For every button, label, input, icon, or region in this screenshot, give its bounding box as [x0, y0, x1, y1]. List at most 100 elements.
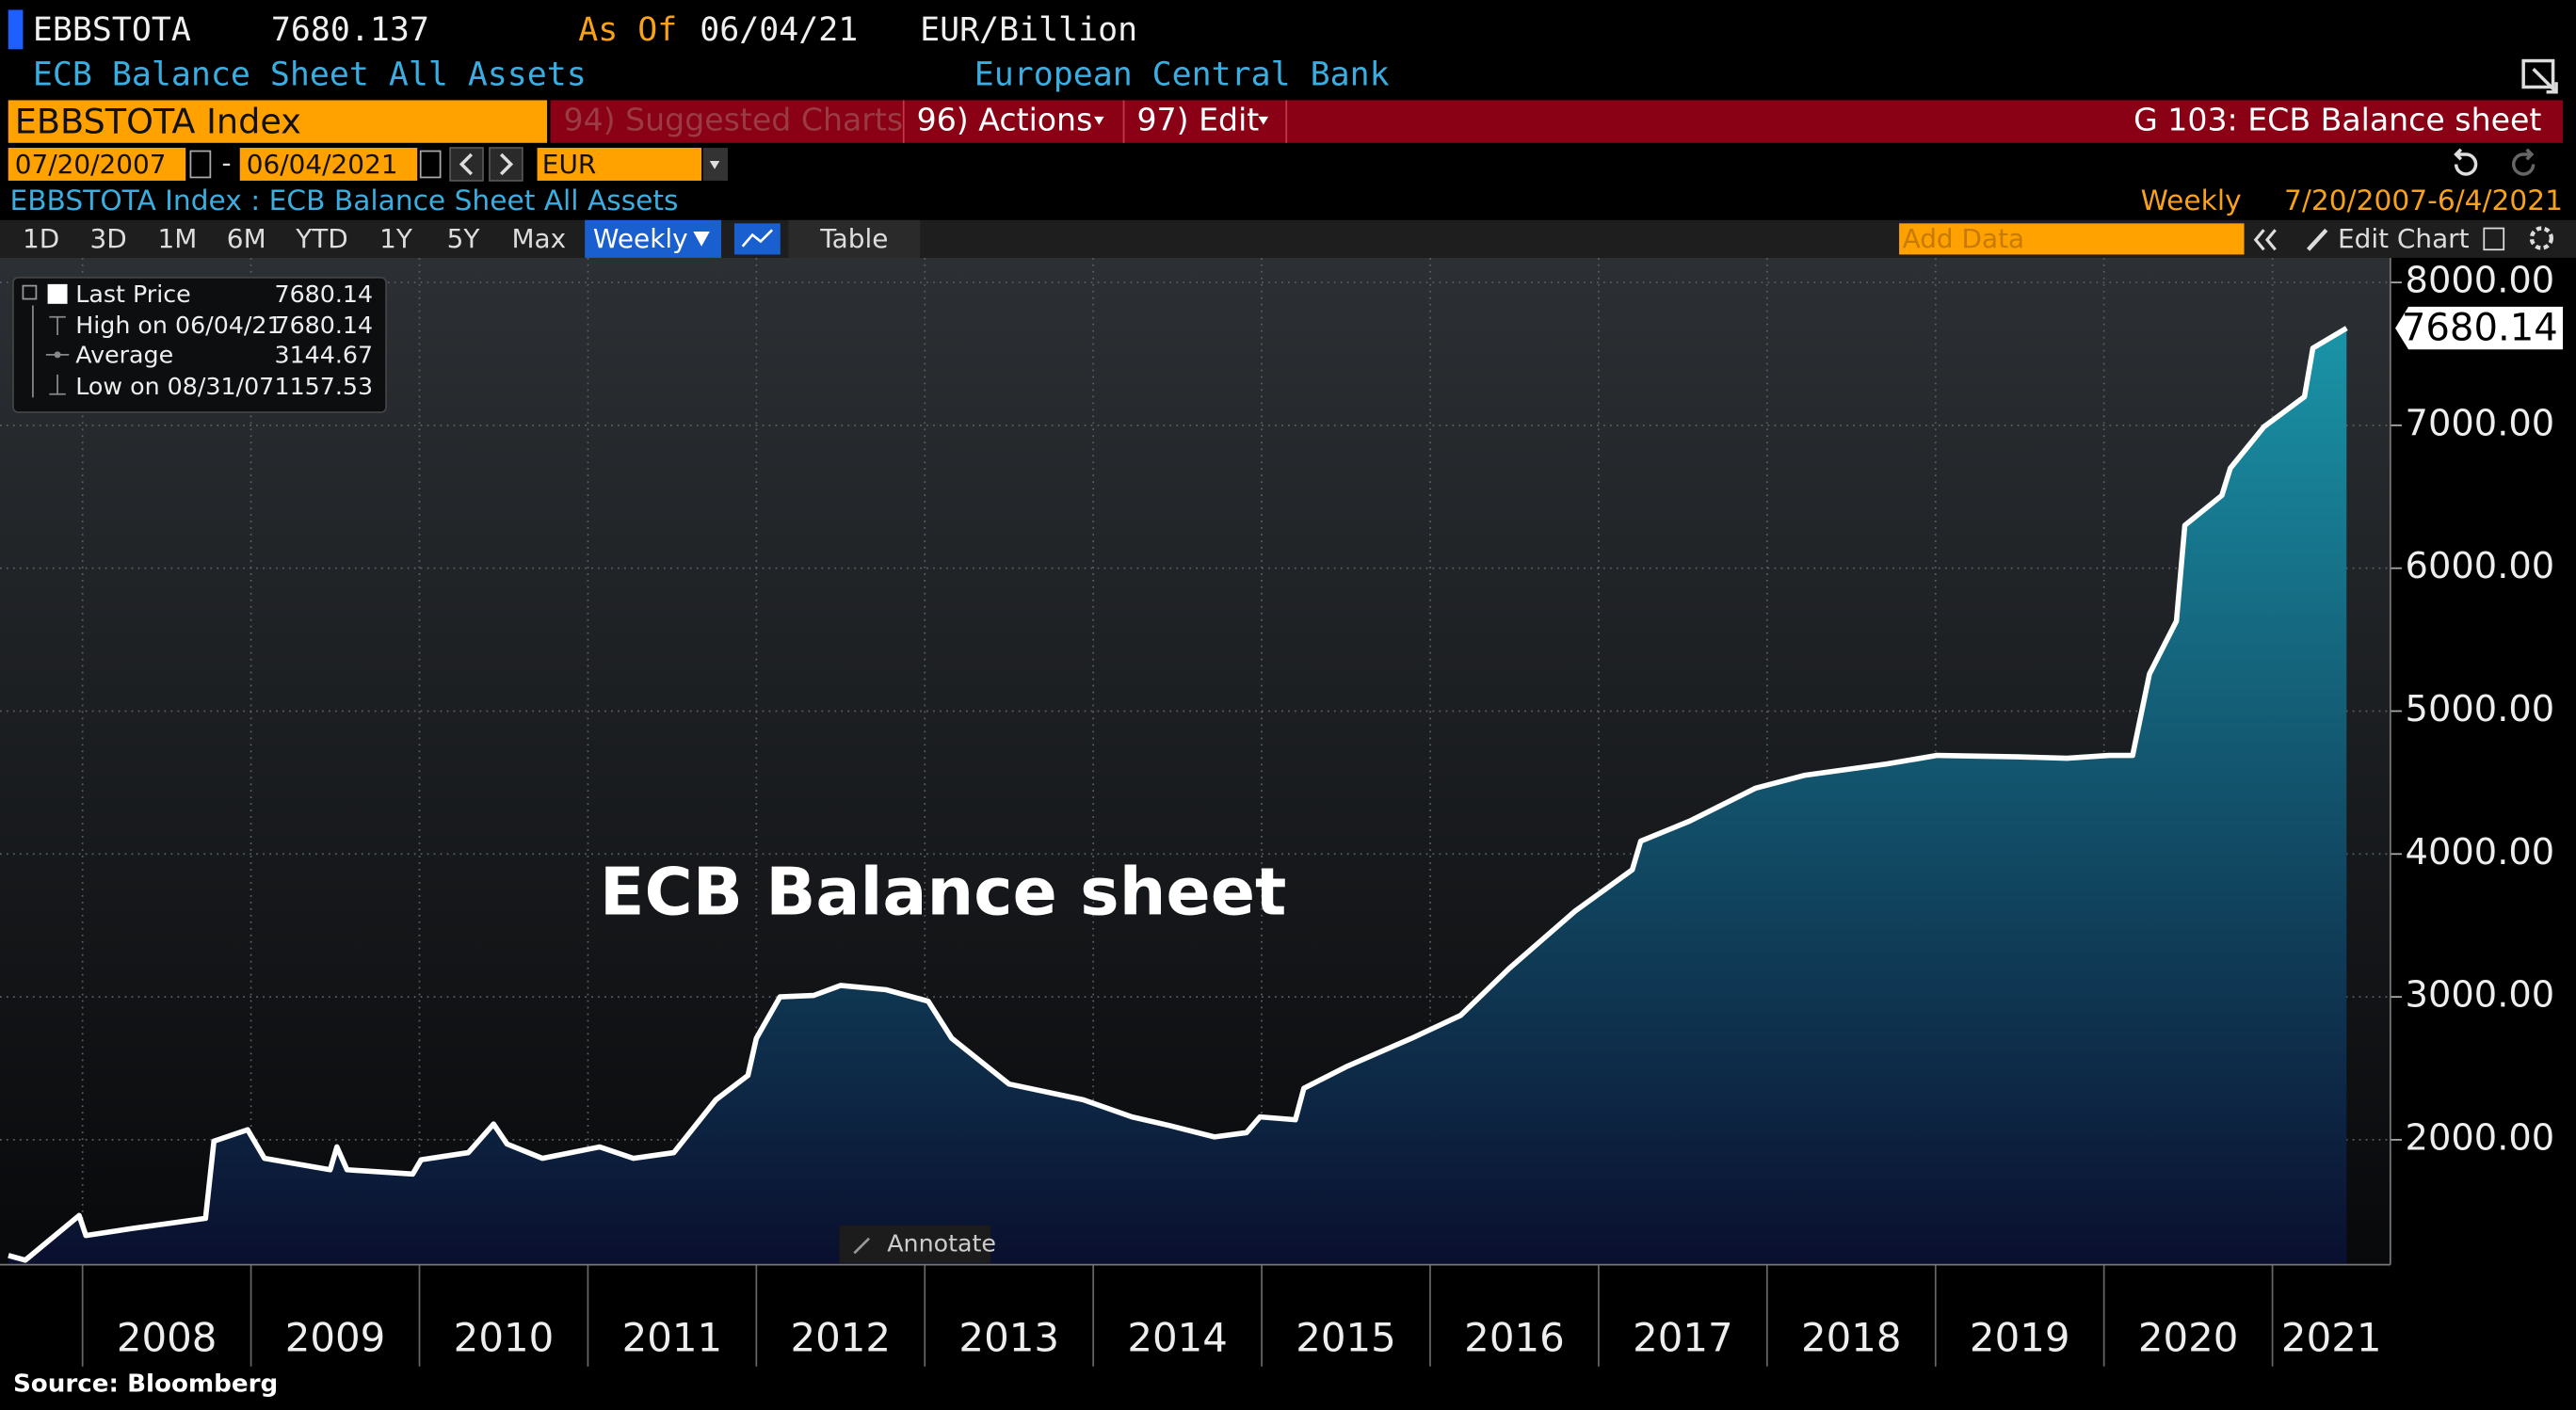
- start-date-field[interactable]: [8, 148, 186, 181]
- redo-icon[interactable]: [2511, 148, 2536, 176]
- legend-label: High on 06/04/21: [75, 312, 282, 339]
- security-marker: [8, 9, 24, 50]
- add-data-placeholder: Add Data: [1903, 223, 2025, 254]
- x-tick-label: 2019: [1970, 1314, 2070, 1360]
- chart-frequency: Weekly: [2141, 184, 2242, 216]
- collapse-icon[interactable]: [2253, 229, 2277, 251]
- date-separator: -: [222, 147, 232, 178]
- start-date: 07/20/2007: [15, 149, 167, 180]
- menu-edit[interactable]: 97) Edit: [1136, 102, 1259, 138]
- frequency-button-text: Weekly: [593, 223, 688, 254]
- units: EUR/Billion: [920, 11, 1137, 49]
- x-tick-label: 2013: [958, 1314, 1059, 1360]
- last-value-tag: [2395, 306, 2564, 350]
- prev-button[interactable]: [449, 147, 484, 182]
- settings-icon[interactable]: [2529, 226, 2554, 250]
- legend-box: [12, 277, 387, 413]
- period-button[interactable]: 6M: [227, 223, 266, 254]
- y-tick-label: 6000.00: [2406, 545, 2555, 587]
- as-of-label: As Of: [578, 11, 677, 49]
- export-icon[interactable]: [2483, 227, 2505, 251]
- calendar-icon[interactable]: [189, 150, 212, 179]
- currency: EUR: [542, 149, 596, 180]
- legend-value: 3144.67: [274, 342, 373, 369]
- prev-icon: [459, 152, 474, 176]
- legend-label: Average: [75, 342, 173, 369]
- chart-icon: [741, 229, 774, 248]
- chart-header-title: EBBSTOTA Index : ECB Balance Sheet All A…: [9, 184, 678, 216]
- last-value-label: 7680.14: [2402, 306, 2558, 349]
- as-of-date: 06/04/21: [700, 11, 858, 49]
- x-tick-label: 2020: [2138, 1314, 2239, 1360]
- period-button[interactable]: 3D: [90, 223, 127, 254]
- legend-icon: [49, 374, 66, 395]
- security-field[interactable]: [8, 100, 548, 143]
- calendar-icon[interactable]: [419, 150, 442, 179]
- period-button[interactable]: 1D: [23, 223, 59, 254]
- annotate-icon: [853, 1237, 870, 1255]
- x-tick-label: 2011: [622, 1314, 723, 1360]
- x-tick-label: 2018: [1801, 1314, 1902, 1360]
- x-tick-label: 2012: [791, 1314, 892, 1360]
- chart-range: 7/20/2007-6/4/2021: [2284, 184, 2563, 216]
- command-bar: [550, 100, 2564, 143]
- add-data-field[interactable]: [1899, 223, 2245, 255]
- legend-value: 1157.53: [274, 373, 373, 400]
- area-fill: [8, 328, 2347, 1265]
- period-button[interactable]: 1M: [158, 223, 198, 254]
- table-button[interactable]: [788, 219, 921, 258]
- period-button[interactable]: Max: [511, 223, 566, 254]
- source-note: Source: Bloomberg: [13, 1370, 278, 1398]
- period-button[interactable]: YTD: [295, 223, 348, 254]
- y-tick-label: 4000.00: [2406, 831, 2555, 873]
- security-field-text: EBBSTOTA Index: [15, 101, 301, 141]
- y-tick-label: 3000.00: [2406, 974, 2555, 1017]
- y-tick-label: 2000.00: [2406, 1116, 2555, 1159]
- page-name: G 103: ECB Balance sheet: [2133, 102, 2541, 138]
- source-name: European Central Bank: [974, 56, 1390, 93]
- ticker: EBBSTOTA: [33, 11, 191, 49]
- legend-swatch: [47, 283, 68, 304]
- price-line: [8, 326, 2348, 1263]
- period-button[interactable]: 1Y: [379, 223, 413, 254]
- y-tick-label: 5000.00: [2406, 688, 2555, 730]
- period-button[interactable]: 5Y: [447, 223, 481, 254]
- menu-suggested-charts[interactable]: 94) Suggested Charts: [564, 102, 904, 138]
- menu-actions[interactable]: 96) Actions: [917, 102, 1093, 138]
- dropdown-arrow: [1258, 116, 1269, 125]
- dropdown-arrow: [693, 232, 710, 247]
- table-button-text: Table: [819, 223, 888, 254]
- undo-icon[interactable]: [2454, 148, 2478, 176]
- y-tick-label: 7000.00: [2406, 402, 2555, 444]
- annotate-button-text: Annotate: [887, 1230, 996, 1258]
- next-icon: [499, 152, 514, 176]
- last-value: 7680.137: [271, 11, 429, 49]
- x-tick-label: 2009: [285, 1314, 386, 1360]
- end-date-field[interactable]: [239, 148, 418, 181]
- dropdown-arrow: [709, 161, 720, 169]
- x-tick-label: 2021: [2281, 1314, 2382, 1360]
- legend: Last Price 7680.14 High on 06/04/21 7680…: [12, 277, 387, 413]
- edit-icon: [2306, 228, 2328, 251]
- x-tick-label: 2010: [454, 1314, 555, 1360]
- next-button[interactable]: [489, 147, 523, 182]
- y-tick-label: 8000.00: [2406, 260, 2555, 302]
- x-tick-label: 2008: [117, 1314, 217, 1360]
- legend-value: 7680.14: [274, 312, 373, 339]
- x-tick-label: 2014: [1127, 1314, 1228, 1360]
- currency-field[interactable]: [537, 148, 702, 181]
- legend-icon: [32, 305, 66, 398]
- description: ECB Balance Sheet All Assets: [33, 56, 587, 93]
- x-tick-label: 2016: [1464, 1314, 1565, 1360]
- legend-toggle[interactable]: [22, 284, 38, 300]
- x-tick-label: 2015: [1296, 1314, 1396, 1360]
- edit-chart[interactable]: Edit Chart: [2338, 223, 2470, 254]
- dropdown-arrow: [1094, 116, 1104, 125]
- legend-label: Last Price: [75, 280, 190, 308]
- end-date: 06/04/2021: [247, 149, 398, 180]
- popout-icon[interactable]: [2521, 58, 2558, 94]
- legend-label: Low on 08/31/07: [75, 373, 274, 400]
- chart-annotation: ECB Balance sheet: [600, 855, 1287, 931]
- legend-value: 7680.14: [274, 280, 373, 308]
